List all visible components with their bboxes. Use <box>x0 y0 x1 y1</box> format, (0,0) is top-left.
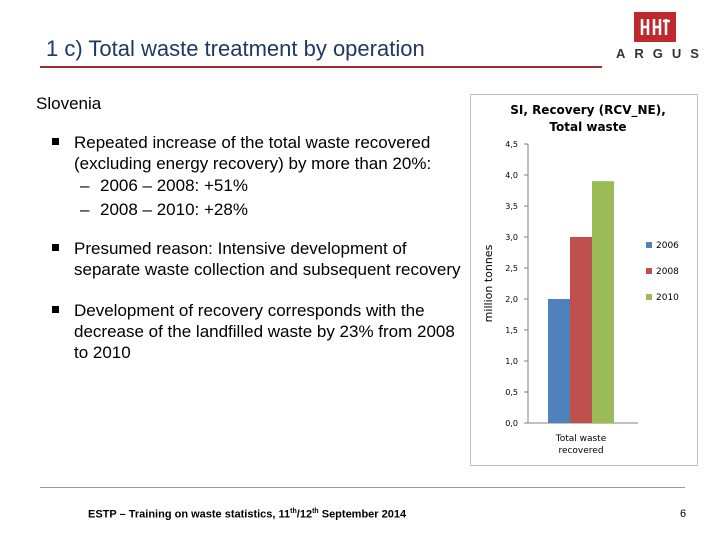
y-tick-label: 0,5 <box>505 388 518 397</box>
chart-title-line-2: Total waste <box>549 120 626 134</box>
y-tick-label: 2,5 <box>505 264 518 273</box>
bullet-item: Presumed reason: Intensive development o… <box>52 238 462 280</box>
legend-swatch-2010 <box>646 294 652 300</box>
y-tick-label: 1,5 <box>505 326 518 335</box>
y-tick-label: 2,0 <box>505 295 518 304</box>
sub-bullet: – 2008 – 2010: +28% <box>80 200 248 219</box>
y-tick-label: 1,0 <box>505 357 518 366</box>
legend-label-2010: 2010 <box>656 293 679 303</box>
sub-bullet: – 2006 – 2008: +51% <box>80 176 248 195</box>
legend-label-2006: 2006 <box>656 241 679 251</box>
sub-bullet-text: 2006 – 2008: +51% <box>100 176 248 195</box>
legend-swatch-2006 <box>646 242 652 248</box>
legend-swatch-2008 <box>646 268 652 274</box>
bar-2010 <box>592 181 614 423</box>
legend-label-2008: 2008 <box>656 267 679 277</box>
x-category-label-line-2: recovered <box>558 446 603 456</box>
y-tick-label: 3,0 <box>505 233 518 242</box>
sub-bullet-text: 2008 – 2010: +28% <box>100 200 248 219</box>
bar-2008 <box>570 237 592 423</box>
y-tick-label: 3,5 <box>505 202 518 211</box>
bar-2006 <box>548 299 570 423</box>
logo-wordmark: ARGUS <box>616 46 708 61</box>
bullet-item: Development of recovery corresponds with… <box>52 300 462 363</box>
bullet-list: Repeated increase of the total waste rec… <box>52 132 462 363</box>
bullet-square-icon <box>52 306 59 313</box>
y-tick-label: 4,5 <box>505 140 518 149</box>
bullet-text: Repeated increase of the total waste rec… <box>74 133 432 173</box>
y-tick-label: 0,0 <box>505 419 518 428</box>
bullet-text: Development of recovery corresponds with… <box>74 301 455 362</box>
slide-title: 1 c) Total waste treatment by operation <box>46 36 425 61</box>
y-axis-label: million tonnes <box>482 244 495 322</box>
recovery-bar-chart: SI, Recovery (RCV_NE), Total waste 0,0 0,5 1… <box>470 94 698 466</box>
bullet-item: Repeated increase of the total waste rec… <box>52 132 462 222</box>
chart-title-line-1: SI, Recovery (RCV_NE), <box>510 103 666 118</box>
x-category-label-line-1: Total waste <box>555 434 607 444</box>
argus-logo-icon <box>634 12 676 42</box>
footer-text: ESTP – Training on waste statistics, 11t… <box>88 508 407 521</box>
section-heading: Slovenia <box>36 94 102 113</box>
bullet-square-icon <box>52 244 59 251</box>
bullet-text: Presumed reason: Intensive development o… <box>74 239 461 279</box>
y-tick-label: 4,0 <box>505 171 518 180</box>
footer-divider <box>40 487 685 488</box>
bullet-square-icon <box>52 138 59 145</box>
title-divider <box>40 66 602 68</box>
page-number: 6 <box>680 508 687 520</box>
